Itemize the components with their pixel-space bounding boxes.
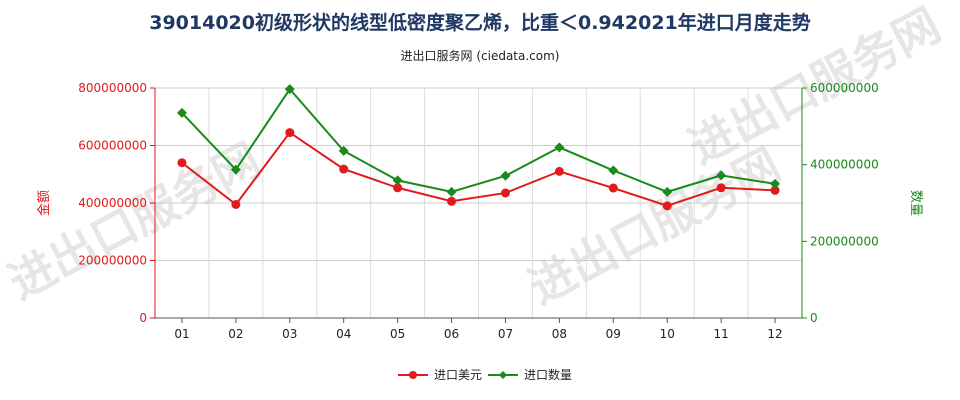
y-right-tick-label: 600000000 — [810, 81, 879, 95]
x-tick-label: 05 — [390, 327, 405, 341]
series-line-1 — [181, 131, 776, 207]
series-2-point — [338, 145, 349, 156]
x-tick-label: 07 — [498, 327, 513, 341]
series-2-point — [500, 170, 511, 181]
x-tick-label: 12 — [767, 327, 782, 341]
series-line-2 — [181, 87, 776, 193]
x-tick-label: 11 — [713, 327, 728, 341]
series-1-point — [608, 183, 618, 193]
y-left-tick-label: 800000000 — [78, 81, 147, 95]
series-1-point — [339, 164, 349, 174]
y-left-tick-label: 600000000 — [78, 139, 147, 153]
series-2-point — [284, 84, 295, 95]
y-left-tick-label: 200000000 — [78, 254, 147, 268]
series-1-point — [500, 188, 510, 198]
legend: 进口美元 进口数量 — [398, 367, 572, 382]
x-tick-label: 09 — [606, 327, 621, 341]
legend-label-2: 进口数量 — [524, 367, 572, 382]
y-right-tick-label: 0 — [810, 311, 818, 325]
legend-marker-1 — [409, 371, 417, 379]
series-1-point — [554, 166, 564, 176]
y-right-tick-label: 200000000 — [810, 234, 879, 248]
series-1-point — [231, 199, 241, 209]
series-2-point — [230, 164, 241, 175]
y-right-tick-label: 400000000 — [810, 158, 879, 172]
chart-title: 39014020初级形状的线型低密度聚乙烯，比重＜0.942021年进口月度走势 — [149, 12, 811, 34]
series-1-point — [393, 183, 403, 193]
watermark-layer: 进出口服务网 进出口服务网 进出口服务网 — [0, 0, 949, 315]
series-1-point — [447, 196, 457, 206]
x-tick-label: 06 — [444, 327, 459, 341]
series-2-point — [176, 107, 187, 118]
series-2-point — [662, 186, 673, 197]
x-tick-label: 03 — [282, 327, 297, 341]
series-1-point — [662, 201, 672, 211]
y-left-tick-label: 0 — [139, 311, 147, 325]
chart-subtitle: 进出口服务网 (ciedata.com) — [400, 49, 560, 63]
series-2-point — [716, 170, 727, 181]
series-1-point — [285, 128, 295, 138]
series-layer — [176, 84, 781, 211]
watermark-left: 进出口服务网 — [0, 132, 269, 309]
series-2-point — [554, 142, 565, 153]
x-tick-label: 02 — [228, 327, 243, 341]
legend-marker-2 — [499, 371, 507, 379]
series-2-point — [770, 178, 781, 189]
series-1-point — [770, 185, 780, 195]
x-tick-label: 01 — [174, 327, 189, 341]
y-right-axis-title: 数量 — [908, 190, 923, 216]
series-2-point — [446, 186, 457, 197]
x-tick-label: 10 — [660, 327, 675, 341]
x-tick-label: 08 — [552, 327, 567, 341]
x-tick-label: 04 — [336, 327, 351, 341]
series-1-point — [716, 183, 726, 193]
y-left-tick-label: 400000000 — [78, 196, 147, 210]
legend-label-1: 进口美元 — [434, 368, 482, 382]
axes: 0200000000400000000600000000800000000020… — [78, 81, 878, 341]
y-left-axis-title: 金额 — [36, 190, 52, 216]
series-1-point — [177, 158, 187, 168]
series-2-point — [392, 175, 403, 186]
series-2-point — [608, 165, 619, 176]
